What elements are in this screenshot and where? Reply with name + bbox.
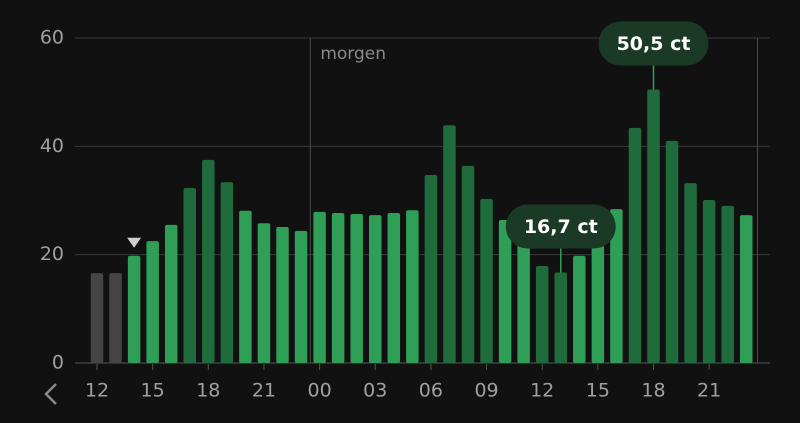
callout-label: 50,5 ct: [617, 33, 691, 55]
bar: [313, 211, 326, 363]
x-tick-label: 18: [196, 380, 220, 402]
callout-label: 16,7 ct: [524, 216, 598, 238]
x-tick-label: 06: [419, 380, 443, 402]
bar: [443, 125, 456, 363]
bar: [109, 273, 122, 363]
bar: [424, 175, 438, 363]
x-tick-label: 21: [697, 380, 721, 402]
bar: [220, 182, 234, 363]
callout-box: [505, 204, 616, 249]
bar: [90, 273, 104, 363]
bar: [573, 255, 586, 363]
bar: [461, 165, 475, 363]
bar: [684, 183, 697, 363]
y-tick-label: 60: [40, 27, 64, 49]
bar: [610, 209, 623, 363]
bar: [164, 224, 178, 363]
x-tick-label: 03: [363, 380, 387, 402]
bar: [294, 230, 308, 363]
y-tick-label: 0: [52, 352, 64, 374]
bar: [591, 240, 605, 363]
bar: [740, 215, 753, 363]
callout-box: [598, 21, 709, 66]
bar: [350, 214, 363, 363]
x-tick-label: 09: [474, 380, 498, 402]
current-hour-marker: [127, 237, 142, 248]
bar: [721, 205, 734, 363]
x-tick-label: 00: [308, 380, 332, 402]
bar: [331, 212, 345, 363]
x-tick-label: 12: [530, 380, 554, 402]
bar: [369, 215, 382, 363]
back-arrow[interactable]: [44, 383, 57, 405]
x-tick-label: 15: [586, 380, 610, 402]
bar: [183, 188, 196, 363]
bar: [628, 127, 642, 364]
bar: [387, 212, 401, 363]
bar: [480, 198, 493, 363]
y-tick-label: 40: [40, 135, 64, 157]
bar: [702, 199, 716, 363]
bar: [127, 255, 141, 363]
bar: [146, 241, 159, 363]
x-tick-label: 12: [85, 380, 109, 402]
day-label: morgen: [320, 44, 386, 64]
bar: [647, 89, 660, 363]
bar: [276, 227, 289, 363]
bar: [517, 235, 530, 363]
bar: [498, 220, 512, 363]
bar: [535, 266, 549, 363]
x-tick-label: 18: [641, 380, 665, 402]
bar: [202, 159, 215, 363]
x-tick-label: 21: [252, 380, 276, 402]
bar: [239, 210, 252, 363]
y-tick-label: 20: [40, 243, 64, 265]
bar: [406, 210, 419, 363]
bar: [665, 140, 679, 363]
x-tick-label: 15: [141, 380, 165, 402]
bar: [257, 223, 271, 363]
bar: [554, 272, 567, 363]
